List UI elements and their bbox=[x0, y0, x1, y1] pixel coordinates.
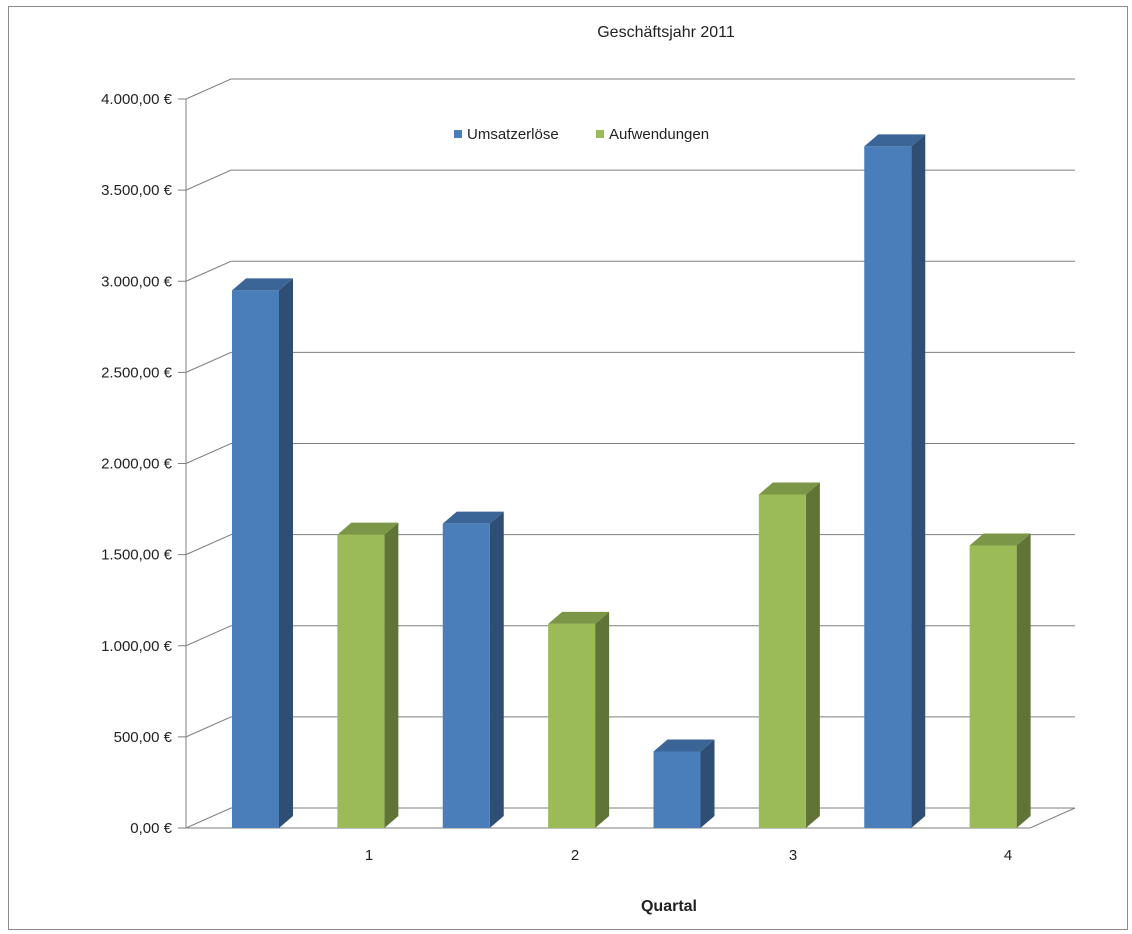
bar-aufwendungen-q3 bbox=[758, 482, 820, 828]
x-tick-label: 4 bbox=[1004, 847, 1012, 864]
chart-title: Geschäftsjahr 2011 bbox=[597, 24, 735, 41]
y-tick-label: 1.000,00 € bbox=[101, 638, 173, 655]
y-tick-label: 500,00 € bbox=[114, 729, 173, 746]
x-axis-label: Quartal bbox=[641, 898, 697, 915]
y-tick-label: 3.000,00 € bbox=[101, 273, 173, 290]
bar-top bbox=[864, 134, 926, 147]
y-axis-ticks: 0,00 € 500,00 € 1.000,00 € 1.500,00 € 2.000,… bbox=[101, 91, 186, 837]
y-tick-label: 2.000,00 € bbox=[101, 456, 173, 473]
bar-side bbox=[595, 611, 610, 828]
x-axis-line bbox=[186, 807, 1076, 829]
legend-label: Aufwendungen bbox=[609, 126, 709, 143]
gridlines bbox=[185, 78, 1076, 829]
legend-swatch bbox=[454, 130, 462, 138]
bar-side bbox=[805, 482, 820, 828]
bar-aufwendungen-q4 bbox=[969, 533, 1031, 828]
bar-front bbox=[442, 523, 490, 828]
gridline bbox=[185, 260, 1075, 282]
y-tick-label: 2.500,00 € bbox=[101, 364, 173, 381]
bar-aufwendungen-q2 bbox=[548, 611, 610, 828]
bar-front bbox=[337, 534, 385, 828]
legend-label: Umsatzerlöse bbox=[467, 126, 559, 143]
y-tick-label: 4.000,00 € bbox=[101, 91, 173, 108]
y-tick-label: 0,00 € bbox=[130, 820, 172, 837]
bar-aufwendungen-q1 bbox=[337, 522, 399, 828]
x-tick-label: 2 bbox=[571, 847, 579, 864]
bar-top bbox=[337, 522, 399, 535]
bar-front bbox=[758, 494, 806, 828]
bar-front bbox=[653, 751, 701, 828]
bar-umsatzerl-se-q2 bbox=[442, 511, 504, 828]
bar-umsatzerl-se-q4 bbox=[864, 134, 926, 828]
bar-top bbox=[969, 533, 1031, 546]
bar-side bbox=[911, 134, 926, 828]
bar-top bbox=[653, 739, 715, 752]
x-axis-ticks: 1 2 3 4 bbox=[365, 847, 1012, 864]
bar-umsatzerl-se-q1 bbox=[232, 278, 293, 828]
bar-top bbox=[442, 511, 504, 524]
x-tick-label: 1 bbox=[365, 847, 373, 864]
bar-side bbox=[384, 522, 399, 828]
bar-umsatzerl-se-q3 bbox=[653, 739, 715, 828]
bar-top bbox=[758, 482, 820, 495]
bar-front bbox=[232, 290, 279, 828]
bar-front bbox=[969, 545, 1017, 828]
gridline bbox=[185, 169, 1075, 191]
gridline bbox=[185, 716, 1075, 738]
bar-side bbox=[1016, 533, 1031, 828]
bar-side bbox=[489, 511, 504, 828]
x-tick-label: 3 bbox=[789, 847, 797, 864]
y-tick-label: 3.500,00 € bbox=[101, 182, 173, 199]
bar-side bbox=[700, 739, 715, 828]
legend: Umsatzerlöse Aufwendungen bbox=[454, 126, 709, 143]
y-tick-label: 1.500,00 € bbox=[101, 547, 173, 564]
bar-top bbox=[548, 611, 610, 624]
bar-front bbox=[864, 146, 912, 828]
bar-front bbox=[548, 623, 596, 828]
gridline bbox=[185, 351, 1075, 373]
bar-side bbox=[279, 278, 293, 828]
gridline bbox=[185, 625, 1075, 647]
bars bbox=[232, 134, 1031, 828]
gridline bbox=[185, 443, 1075, 464]
legend-swatch bbox=[596, 130, 604, 138]
bar-top bbox=[232, 278, 293, 291]
gridline bbox=[185, 807, 1075, 829]
gridline bbox=[185, 534, 1075, 556]
gridline bbox=[185, 78, 1075, 100]
